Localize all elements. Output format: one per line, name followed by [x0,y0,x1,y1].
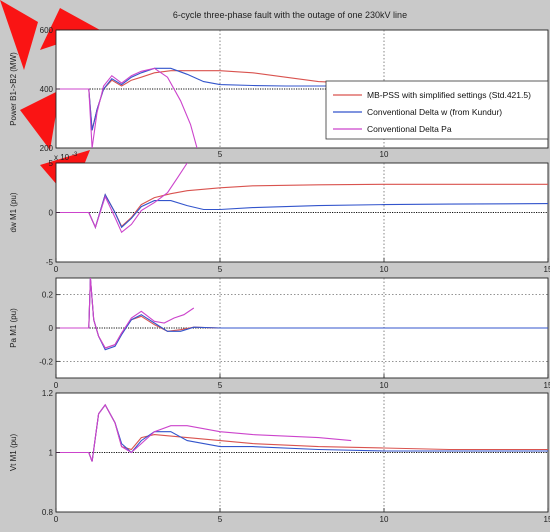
x-tick-label: 0 [54,381,59,390]
x-tick-label: 5 [218,265,223,274]
y-exponent-power: -3 [72,152,78,158]
series-group [56,163,548,234]
series-line-2 [56,163,188,234]
x-tick-label: 15 [544,265,550,274]
y-tick-label: -5 [46,258,54,267]
x-tick-label: 15 [544,515,550,524]
watermark-shape-2 [20,90,60,150]
x-tick-label: 10 [380,381,389,390]
x-tick-label: 0 [54,265,59,274]
x-tick-label: 5 [218,381,223,390]
watermark-shape-0 [0,0,38,70]
x-tick-label: 0 [54,515,59,524]
series-group [56,278,548,351]
watermark-shape-1 [40,8,100,50]
y-axis-label: Pa M1 (pu) [9,308,18,348]
x-tick-label: 5 [218,515,223,524]
series-line-2 [56,403,352,462]
series-group [56,67,352,148]
y-tick-label: 0.8 [42,508,54,517]
legend-label-0: MB-PSS with simplified settings (Std.421… [367,90,531,100]
y-tick-label: 1.2 [42,389,54,398]
legend: MB-PSS with simplified settings (Std.421… [325,80,549,140]
y-axis-label: Vt M1 (pu) [9,433,18,471]
series-line-2 [56,278,195,349]
series-group [56,403,548,462]
y-tick-label: -0.2 [39,357,53,366]
y-tick-label: 0.2 [42,291,54,300]
y-tick-label: 200 [40,144,54,153]
legend-label-1: Conventional Delta w (from Kundur) [367,107,502,117]
x-tick-label: 10 [380,515,389,524]
y-tick-label: 1 [49,449,54,458]
x-tick-label: 15 [544,381,550,390]
y-axis-label: Power B1->B2 (MW) [9,52,18,126]
figure-title: 6-cycle three-phase fault with the outag… [173,10,407,20]
x-tick-label: 5 [218,150,223,159]
y-tick-label: 400 [40,85,54,94]
speed-deviation-subplot: -505051015dw M1 (pu)x 10-3 [9,152,550,274]
accelerating-power-subplot: -0.2 0 0.2 0 5 10 15 Pa M1 (pu) [9,277,550,390]
y-exponent-label: x 10 [54,153,70,162]
x-tick-label: 10 [380,265,389,274]
series-line-2 [56,67,198,148]
series-line-1 [56,67,352,131]
power-subplot: 200 400 600 5 10 Power B1->B2 (MW) [9,26,549,159]
legend-label-2: Conventional Delta Pa [367,124,452,134]
y-tick-label: 0 [49,209,54,218]
y-axis-label: dw M1 (pu) [9,192,18,232]
y-tick-label: 600 [40,26,54,35]
y-tick-label: 0 [49,324,54,333]
x-tick-label: 10 [380,150,389,159]
y-tick-label: 5 [49,159,54,168]
terminal-voltage-subplot: 0.8 1 1.2 0 5 10 15 Vt M1 (pu) [9,389,550,524]
legend-box [325,80,549,140]
